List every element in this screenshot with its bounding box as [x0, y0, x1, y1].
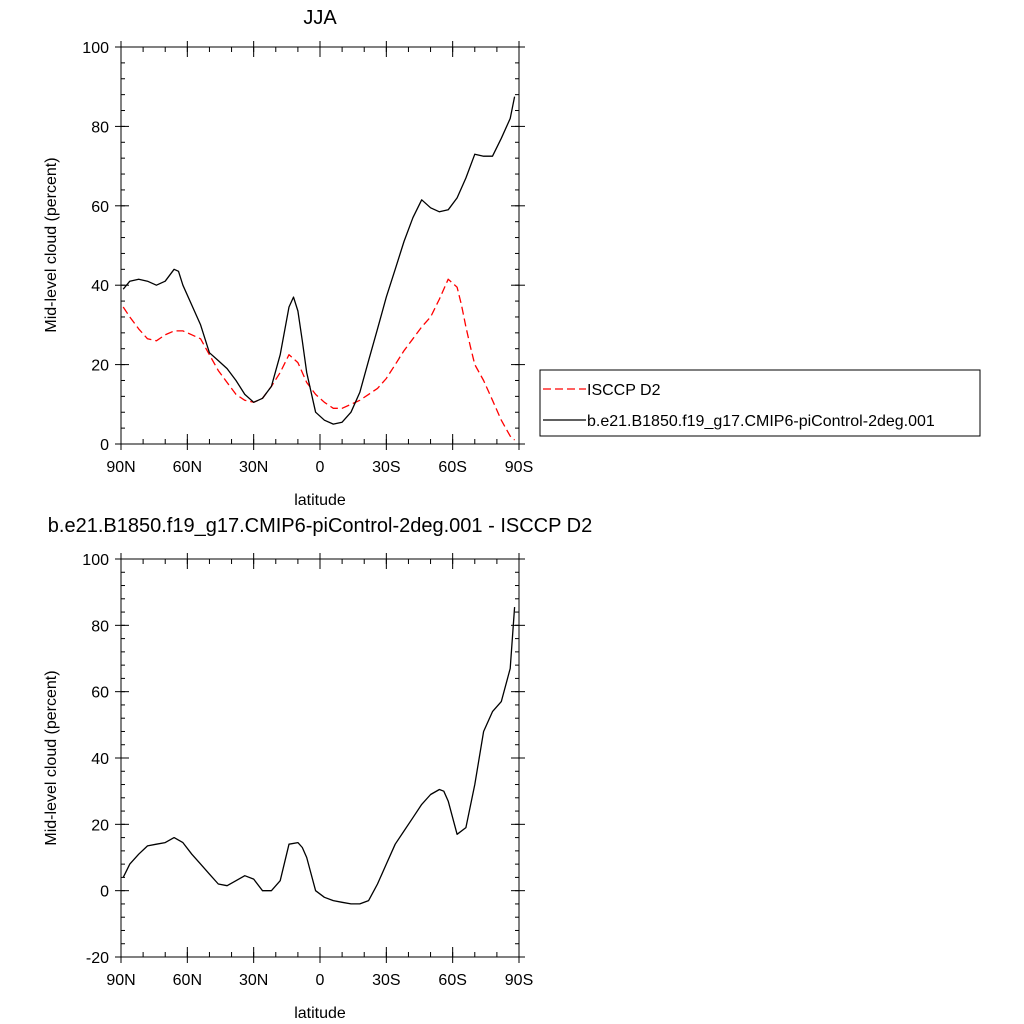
series-line-1 [122, 96, 516, 425]
x-tick-label: 30S [372, 972, 400, 989]
x-tick-label: 60S [438, 459, 466, 476]
x-tick-label: 60N [173, 972, 202, 989]
chart-title: JJA [303, 7, 337, 29]
x-tick-label: 90S [505, 459, 533, 476]
y-tick-label: 80 [91, 119, 109, 136]
x-axis-label: latitude [294, 1005, 346, 1022]
y-axis-label: Mid-level cloud (percent) [43, 157, 60, 332]
y-tick-label: 0 [100, 884, 109, 901]
chart-title: b.e21.B1850.f19_g17.CMIP6-piControl-2deg… [48, 515, 592, 537]
y-tick-label: -20 [86, 950, 109, 967]
legend-box [539, 369, 981, 437]
y-tick-label: 60 [91, 199, 109, 216]
x-tick-label: 90N [106, 972, 135, 989]
legend-label-isccp: ISCCP D2 [587, 382, 661, 399]
x-tick-label: 30S [372, 459, 400, 476]
series-layer [122, 96, 516, 441]
y-tick-label: 100 [82, 552, 109, 569]
x-tick-label: 0 [316, 459, 325, 476]
x-axis-label: latitude [294, 492, 346, 509]
ticks: 90N 60N 30N 0 30S 60S 90S -20 0 20 40 60 80 100 [82, 552, 533, 989]
x-tick-label: 60N [173, 459, 202, 476]
y-tick-label: 60 [91, 685, 109, 702]
y-tick-label: 40 [91, 751, 109, 768]
y-axis-label: Mid-level cloud (percent) [43, 670, 60, 845]
x-tick-label: 60S [438, 972, 466, 989]
x-tick-label: 30N [239, 972, 268, 989]
legend: ISCCP D2 b.e21.B1850.f19_g17.CMIP6-piCon… [539, 369, 981, 437]
chart-panel-difference: b.e21.B1850.f19_g17.CMIP6-piControl-2deg… [43, 515, 592, 1022]
y-tick-label: 80 [91, 618, 109, 635]
y-tick-label: 40 [91, 278, 109, 295]
chart-panel-jja: JJA 90N 60N 30N 0 30S 60S 90S 0 20 40 60 80 100 lati… [43, 7, 981, 509]
x-tick-label: 90S [505, 972, 533, 989]
x-tick-label: 0 [316, 972, 325, 989]
plot-frame [120, 558, 520, 958]
series-line-0 [122, 607, 516, 905]
series-line-0 [122, 278, 516, 441]
y-tick-label: 20 [91, 358, 109, 375]
plot-frame [120, 46, 520, 445]
ticks: 90N 60N 30N 0 30S 60S 90S 0 20 40 60 80 100 [82, 40, 533, 476]
y-tick-label: 100 [82, 40, 109, 57]
y-tick-label: 0 [100, 437, 109, 454]
y-tick-label: 20 [91, 817, 109, 834]
series-layer [122, 607, 516, 905]
x-tick-label: 90N [106, 459, 135, 476]
x-tick-label: 30N [239, 459, 268, 476]
legend-label-model: b.e21.B1850.f19_g17.CMIP6-piControl-2deg… [587, 413, 935, 430]
